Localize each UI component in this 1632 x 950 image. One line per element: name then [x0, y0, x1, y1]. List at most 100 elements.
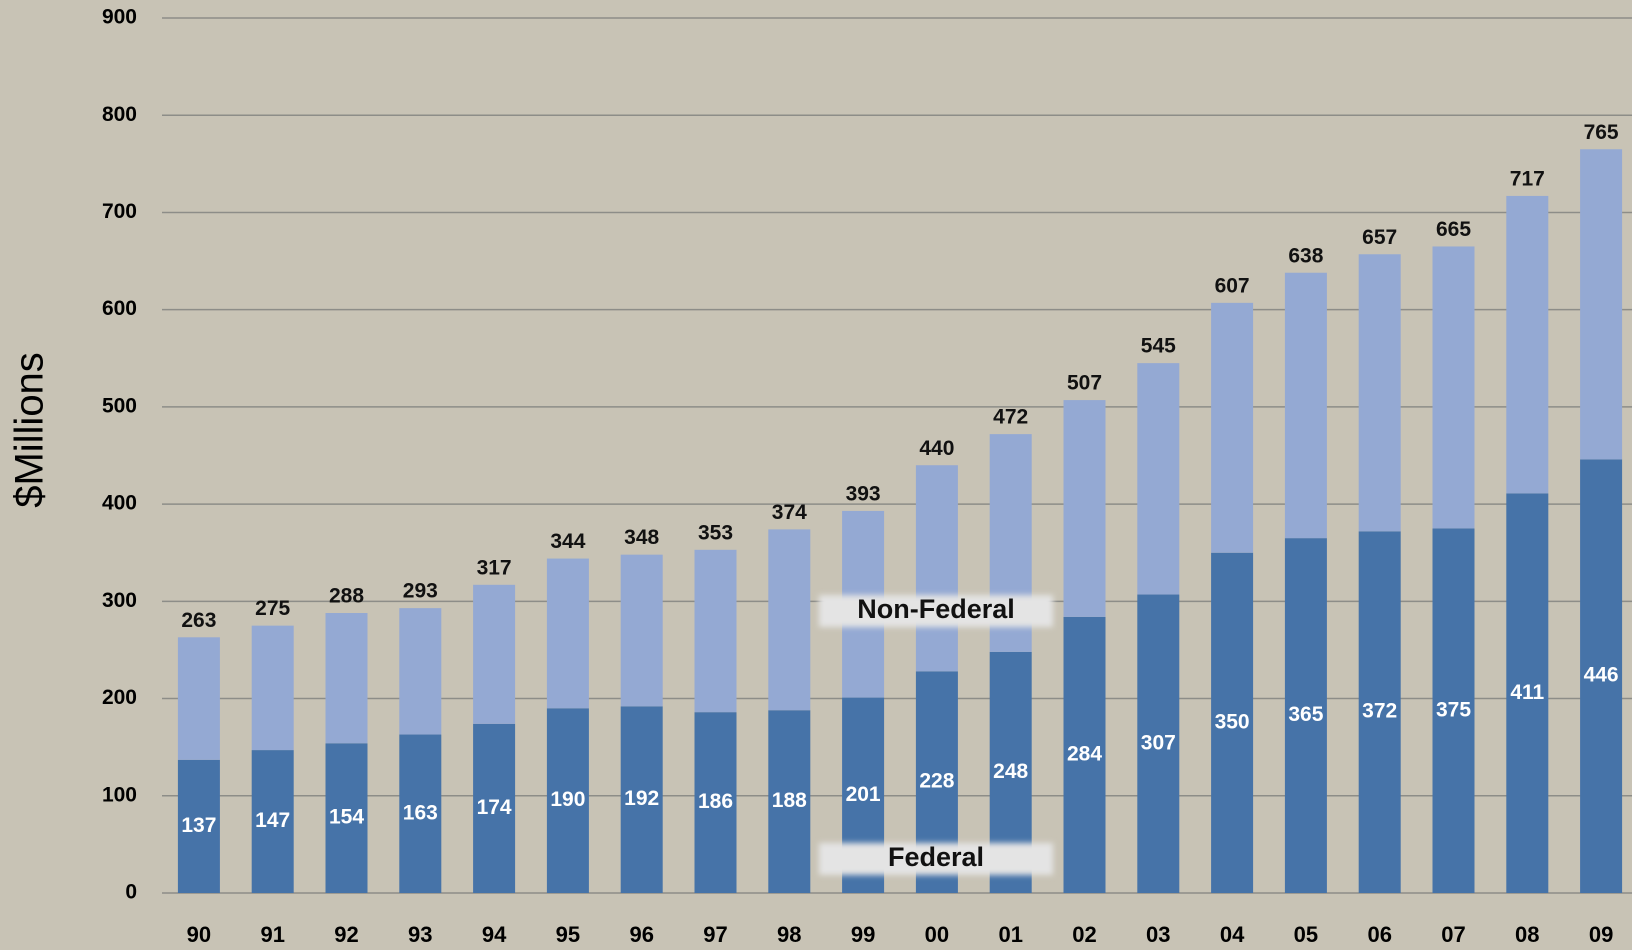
data-label: 372	[1362, 700, 1397, 723]
data-label: 307	[1141, 731, 1176, 754]
bar-segment	[768, 529, 811, 711]
bar-segment	[1432, 246, 1475, 529]
total-label: 765	[1584, 121, 1619, 144]
bar-segment	[1358, 254, 1401, 532]
bar-segment	[473, 584, 516, 724]
bar-segment	[1284, 272, 1327, 539]
bar-segment	[546, 558, 589, 709]
y-tick-label: 500	[102, 394, 137, 417]
x-tick-label: 06	[1367, 922, 1391, 947]
total-label: 472	[993, 406, 1028, 429]
x-tick-label: 99	[851, 922, 875, 947]
bar-segment	[251, 625, 294, 751]
total-label: 638	[1288, 244, 1323, 267]
y-tick-label: 0	[125, 881, 137, 904]
total-label: 393	[846, 482, 881, 505]
bar-segment	[1211, 552, 1254, 893]
data-label: 284	[1067, 742, 1102, 765]
data-label: 365	[1288, 703, 1323, 726]
y-tick-label: 700	[102, 200, 137, 223]
legend-label: Federal	[888, 842, 984, 872]
bar-segment	[325, 743, 368, 893]
x-tick-label: 09	[1589, 922, 1613, 947]
x-tick-label: 08	[1515, 922, 1539, 947]
data-label: 188	[772, 789, 807, 812]
bar-segment	[325, 613, 368, 744]
bar-segment	[694, 549, 737, 713]
y-axis-title: $Millions	[8, 352, 52, 508]
data-label: 137	[181, 814, 216, 837]
data-label: 147	[255, 809, 290, 832]
x-tick-label: 96	[629, 922, 653, 947]
total-label: 348	[624, 526, 659, 549]
data-label: 186	[698, 790, 733, 813]
data-label: 228	[919, 770, 954, 793]
data-label: 350	[1215, 710, 1250, 733]
total-label: 657	[1362, 226, 1397, 249]
legend-label: Non-Federal	[857, 594, 1015, 624]
total-label: 545	[1141, 335, 1176, 358]
data-label: 154	[329, 806, 364, 829]
x-tick-label: 94	[482, 922, 507, 947]
bar-segment	[1063, 400, 1106, 617]
x-tick-label: 01	[998, 922, 1022, 947]
data-label: 375	[1436, 698, 1471, 721]
data-label: 190	[550, 788, 585, 811]
bar-segment	[620, 706, 663, 893]
data-label: 446	[1584, 664, 1619, 687]
x-tick-label: 00	[925, 922, 949, 947]
bar-segment	[546, 708, 589, 893]
bar-segment	[694, 712, 737, 893]
total-label: 665	[1436, 218, 1471, 241]
data-label: 201	[846, 783, 881, 806]
total-label: 717	[1510, 167, 1545, 190]
total-label: 353	[698, 521, 733, 544]
x-tick-label: 91	[260, 922, 284, 947]
total-label: 317	[477, 556, 512, 579]
bar-segment	[1580, 149, 1623, 460]
bar-segment	[473, 723, 516, 893]
total-label: 263	[181, 609, 216, 632]
x-tick-label: 05	[1294, 922, 1318, 947]
x-tick-label: 90	[187, 922, 211, 947]
bar-segment	[399, 734, 442, 893]
x-tick-label: 92	[334, 922, 358, 947]
y-tick-label: 200	[102, 686, 137, 709]
x-tick-label: 02	[1072, 922, 1096, 947]
total-label: 344	[550, 530, 585, 553]
bar-segment	[177, 759, 220, 893]
bar-segment	[620, 554, 663, 707]
bar-segment	[1137, 363, 1180, 595]
bar-segment	[1211, 302, 1254, 553]
legend-box	[819, 595, 1053, 628]
y-tick-label: 900	[102, 6, 137, 29]
bar-segment	[915, 465, 958, 672]
y-tick-label: 400	[102, 492, 137, 515]
bar-segment	[768, 710, 811, 893]
x-tick-label: 97	[703, 922, 727, 947]
y-tick-label: 100	[102, 783, 137, 806]
total-label: 507	[1067, 372, 1102, 395]
data-label: 163	[403, 801, 438, 824]
y-tick-label: 800	[102, 103, 137, 126]
data-label: 248	[993, 760, 1028, 783]
x-tick-label: 03	[1146, 922, 1170, 947]
bar-segment	[1358, 531, 1401, 893]
bar-segment	[251, 750, 294, 893]
total-label: 293	[403, 580, 438, 603]
bar-segment	[1284, 538, 1327, 893]
bar-segment	[1506, 195, 1549, 494]
legend-box	[819, 842, 1053, 875]
total-label: 440	[919, 437, 954, 460]
y-tick-label: 300	[102, 589, 137, 612]
bar-segment	[1432, 528, 1475, 893]
x-tick-label: 95	[556, 922, 580, 947]
data-label: 411	[1510, 681, 1544, 704]
total-label: 288	[329, 585, 364, 608]
x-tick-label: 98	[777, 922, 801, 947]
data-label: 192	[624, 787, 659, 810]
x-tick-label: 93	[408, 922, 432, 947]
total-label: 374	[772, 501, 807, 524]
x-tick-label: 07	[1441, 922, 1465, 947]
bar-segment	[1063, 616, 1106, 893]
